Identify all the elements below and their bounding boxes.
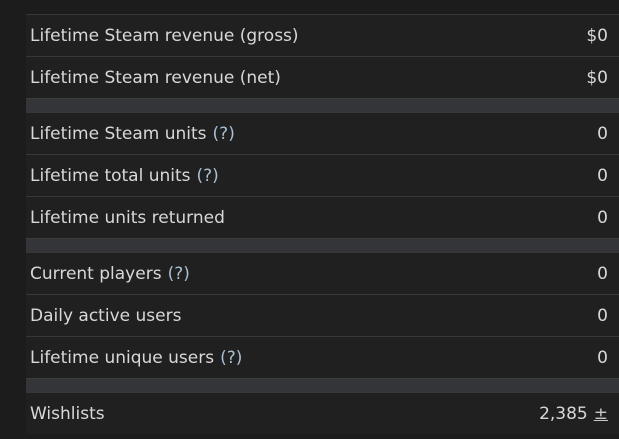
stat-row: Lifetime unique users (?) 0 xyxy=(26,336,619,378)
stat-value-wrap: 0 xyxy=(597,306,608,326)
stat-label-wrap: Lifetime units returned xyxy=(30,208,225,228)
stat-value-wrap: 0 xyxy=(597,124,608,144)
stat-label: Lifetime total units xyxy=(30,165,191,186)
stat-label-wrap: Wishlists xyxy=(30,404,105,424)
stat-value-wrap: $0 xyxy=(586,26,608,46)
help-link[interactable]: (?) xyxy=(167,263,190,284)
stat-value: 0 xyxy=(597,165,608,186)
group-separator xyxy=(26,378,619,392)
wishlist-details-link[interactable]: ± xyxy=(593,403,608,424)
stat-label-wrap: Lifetime unique users (?) xyxy=(30,348,242,368)
stat-label: Lifetime units returned xyxy=(30,207,225,228)
stat-row: Daily active users 0 xyxy=(26,294,619,336)
stat-row: Lifetime Steam revenue (net) $0 xyxy=(26,56,619,98)
stat-value: 0 xyxy=(597,347,608,368)
stat-label-wrap: Lifetime Steam revenue (net) xyxy=(30,68,281,88)
stat-value-wrap: 0 xyxy=(597,264,608,284)
stat-row: Lifetime Steam units (?) 0 xyxy=(26,112,619,154)
stat-label: Lifetime unique users xyxy=(30,347,215,368)
stat-value-wrap: 0 xyxy=(597,348,608,368)
stat-row: Lifetime units returned 0 xyxy=(26,196,619,238)
stat-label: Daily active users xyxy=(30,305,182,326)
stat-label: Current players xyxy=(30,263,162,284)
help-link[interactable]: (?) xyxy=(212,123,235,144)
stat-label-wrap: Daily active users xyxy=(30,306,181,326)
stat-label-wrap: Lifetime total units (?) xyxy=(30,166,219,186)
stat-label-wrap: Lifetime Steam revenue (gross) xyxy=(30,26,299,46)
stat-value: $0 xyxy=(586,67,608,88)
stat-value: 0 xyxy=(597,123,608,144)
stat-label: Lifetime Steam units xyxy=(30,123,207,144)
stat-value-wrap: 0 xyxy=(597,208,608,228)
stat-value: 0 xyxy=(597,263,608,284)
stat-row: Lifetime Steam revenue (gross) $0 xyxy=(26,14,619,56)
stat-label: Wishlists xyxy=(30,403,105,424)
stat-value: 0 xyxy=(597,305,608,326)
stat-value: 0 xyxy=(597,207,608,228)
stat-label: Lifetime Steam revenue (gross) xyxy=(30,25,299,46)
stat-row: Lifetime total units (?) 0 xyxy=(26,154,619,196)
stat-value: 2,385 xyxy=(539,403,588,424)
stat-row: Current players (?) 0 xyxy=(26,252,619,294)
stat-label: Lifetime Steam revenue (net) xyxy=(30,67,281,88)
group-separator xyxy=(26,238,619,252)
stat-label-wrap: Lifetime Steam units (?) xyxy=(30,124,235,144)
help-link[interactable]: (?) xyxy=(196,165,219,186)
stat-value-wrap: 0 xyxy=(597,166,608,186)
stats-table: Lifetime Steam revenue (gross) $0 Lifetime… xyxy=(26,14,619,434)
stat-value-wrap: $0 xyxy=(586,68,608,88)
stat-value: $0 xyxy=(586,25,608,46)
stat-row: Wishlists 2,385 ± xyxy=(26,392,619,434)
group-separator xyxy=(26,98,619,112)
stat-value-wrap: 2,385 ± xyxy=(539,404,608,424)
help-link[interactable]: (?) xyxy=(220,347,243,368)
stat-label-wrap: Current players (?) xyxy=(30,264,190,284)
